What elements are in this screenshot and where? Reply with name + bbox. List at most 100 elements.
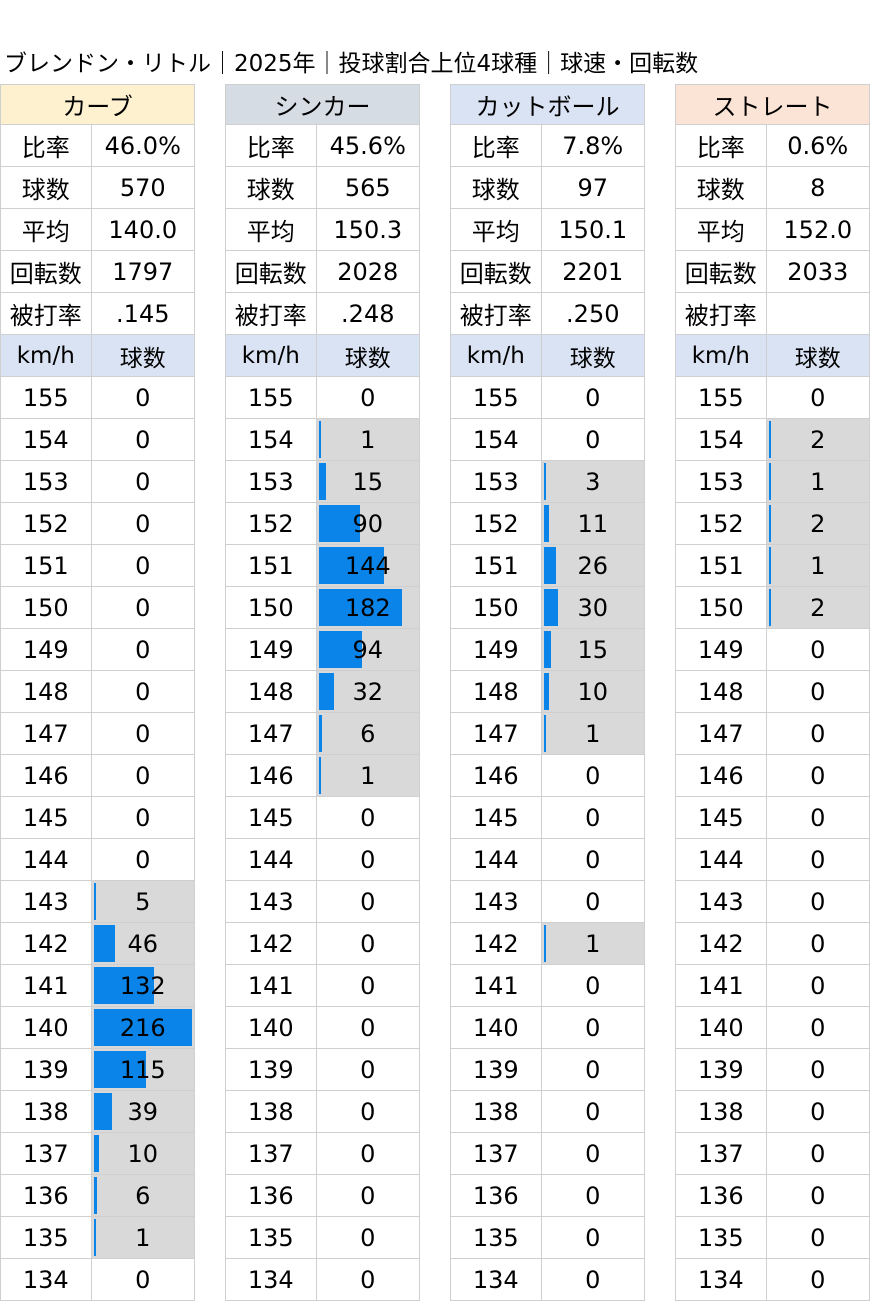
speed-label: 150 (451, 587, 542, 628)
stat-value: 2201 (542, 251, 645, 292)
count-cell: 2 (766, 503, 870, 544)
count-cell: 0 (92, 503, 195, 544)
count-cell: 0 (767, 713, 870, 754)
count-value: 0 (360, 1055, 376, 1084)
stat-value: 140.0 (92, 209, 195, 250)
stat-label: 回転数 (451, 251, 542, 292)
speed-label: 137 (451, 1133, 542, 1174)
count-value: 0 (135, 845, 151, 874)
stat-label: 回転数 (226, 251, 317, 292)
speed-label: 139 (226, 1049, 317, 1090)
count-value: 6 (360, 719, 376, 748)
stat-value: .145 (92, 293, 195, 334)
count-bar (768, 505, 771, 542)
speed-label: 140 (226, 1007, 317, 1048)
speed-label: 147 (676, 713, 767, 754)
speed-row: 138 39 (0, 1091, 195, 1133)
count-value: 0 (360, 971, 376, 1000)
count-bar (318, 589, 402, 626)
count-cell: 0 (92, 671, 195, 712)
count-column-header: 球数 (317, 335, 420, 376)
count-cell: 5 (91, 881, 195, 922)
count-cell: 0 (317, 1259, 420, 1300)
count-value: 1 (135, 1223, 151, 1252)
count-value: 0 (135, 1265, 151, 1294)
speed-label: 144 (226, 839, 317, 880)
stat-label: 球数 (226, 167, 317, 208)
speed-label: 154 (1, 419, 92, 460)
speed-label: 140 (1, 1007, 92, 1048)
speed-label: 137 (226, 1133, 317, 1174)
count-value: 0 (585, 425, 601, 454)
speed-row: 151 144 (225, 545, 420, 587)
count-value: 26 (577, 551, 609, 580)
speed-row: 136 0 (225, 1175, 420, 1217)
stat-value: 152.0 (767, 209, 870, 250)
speed-label: 146 (1, 755, 92, 796)
stat-value: 97 (542, 167, 645, 208)
count-cell: 0 (92, 419, 195, 460)
speed-label: 142 (676, 923, 767, 964)
distribution-header: km/h 球数 (675, 335, 870, 377)
count-value: 94 (352, 635, 384, 664)
speed-row: 139 0 (450, 1049, 645, 1091)
count-bar (93, 967, 154, 1004)
page-title: ブレンドン・リトル｜2025年｜投球割合上位4球種｜球速・回転数 (4, 51, 699, 77)
count-cell: 0 (542, 419, 645, 460)
count-value: 10 (577, 677, 609, 706)
stat-label: 平均 (226, 209, 317, 250)
speed-row: 151 1 (675, 545, 870, 587)
speed-row: 140 0 (225, 1007, 420, 1049)
speed-row: 151 26 (450, 545, 645, 587)
count-cell: 0 (542, 1049, 645, 1090)
count-cell: 0 (317, 797, 420, 838)
count-bar (768, 589, 771, 626)
speed-label: 151 (451, 545, 542, 586)
pitch-name-header: シンカー (225, 84, 420, 125)
count-value: 0 (360, 845, 376, 874)
count-value: 0 (810, 383, 826, 412)
pitch-panel: カットボール 比率 7.8% 球数 97 平均 150.1 回転数 2201 被打率 .250 km/… (450, 84, 645, 1301)
count-bar (318, 715, 322, 752)
speed-row: 139 0 (225, 1049, 420, 1091)
count-bar (93, 1009, 192, 1046)
speed-label: 145 (676, 797, 767, 838)
count-cell: 11 (541, 503, 645, 544)
count-cell: 32 (316, 671, 420, 712)
speed-label: 155 (226, 377, 317, 418)
speed-row: 154 0 (0, 419, 195, 461)
speed-row: 155 0 (0, 377, 195, 419)
speed-label: 154 (451, 419, 542, 460)
count-value: 0 (135, 467, 151, 496)
count-value: 115 (119, 1055, 166, 1084)
stat-label: 被打率 (1, 293, 92, 334)
speed-row: 148 10 (450, 671, 645, 713)
speed-row: 146 1 (225, 755, 420, 797)
count-cell: 10 (541, 671, 645, 712)
stat-value: 1797 (92, 251, 195, 292)
speed-label: 148 (226, 671, 317, 712)
speed-label: 134 (676, 1259, 767, 1300)
count-cell: 30 (541, 587, 645, 628)
count-value: 0 (135, 509, 151, 538)
count-cell: 0 (542, 1175, 645, 1216)
speed-row: 142 46 (0, 923, 195, 965)
speed-row: 154 2 (675, 419, 870, 461)
stat-label: 比率 (1, 125, 92, 166)
count-value: 0 (585, 383, 601, 412)
speed-row: 135 0 (675, 1217, 870, 1259)
count-value: 0 (585, 887, 601, 916)
distribution-header: km/h 球数 (225, 335, 420, 377)
stat-row: 被打率 .248 (225, 293, 420, 335)
count-bar (768, 463, 771, 500)
speed-row: 150 0 (0, 587, 195, 629)
stat-value: 45.6% (317, 125, 420, 166)
stat-row: 回転数 1797 (0, 251, 195, 293)
stat-value: 7.8% (542, 125, 645, 166)
speed-label: 139 (1, 1049, 92, 1090)
speed-label: 145 (1, 797, 92, 838)
count-cell: 0 (317, 1091, 420, 1132)
speed-row: 139 115 (0, 1049, 195, 1091)
stat-row: 回転数 2201 (450, 251, 645, 293)
speed-row: 149 94 (225, 629, 420, 671)
